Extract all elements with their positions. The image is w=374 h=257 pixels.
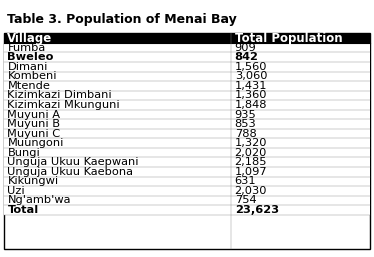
Text: 2,185: 2,185: [234, 157, 267, 167]
Bar: [4, 43, 370, 52]
Text: 754: 754: [234, 195, 256, 205]
Text: Dimani: Dimani: [7, 62, 48, 72]
Bar: [4, 177, 370, 186]
Text: Muyuni C: Muyuni C: [7, 128, 61, 139]
Bar: [4, 148, 370, 158]
Text: 788: 788: [234, 128, 257, 139]
Text: 1,848: 1,848: [234, 100, 267, 110]
Text: Total Population: Total Population: [234, 32, 342, 45]
Text: 631: 631: [234, 176, 256, 186]
Text: 23,623: 23,623: [234, 205, 279, 215]
Text: 842: 842: [234, 52, 258, 62]
Text: Kizimkazi Dimbani: Kizimkazi Dimbani: [7, 90, 112, 100]
Bar: [4, 167, 370, 177]
Bar: [4, 119, 370, 129]
Text: Kombeni: Kombeni: [7, 71, 57, 81]
Text: 2,030: 2,030: [234, 186, 267, 196]
Bar: [4, 33, 370, 43]
Text: Muungoni: Muungoni: [7, 138, 64, 148]
Text: Table 3. Population of Menai Bay: Table 3. Population of Menai Bay: [7, 13, 237, 26]
Bar: [4, 186, 370, 196]
Text: Unguja Ukuu Kaepwani: Unguja Ukuu Kaepwani: [7, 157, 139, 167]
Text: Total: Total: [7, 205, 39, 215]
Text: Uzi: Uzi: [7, 186, 25, 196]
Bar: [4, 100, 370, 110]
Bar: [4, 139, 370, 148]
Text: Ng'amb'wa: Ng'amb'wa: [7, 195, 71, 205]
Text: 853: 853: [234, 119, 257, 129]
Bar: [4, 110, 370, 119]
Text: 1,320: 1,320: [234, 138, 267, 148]
Bar: [4, 196, 370, 205]
Text: 3,060: 3,060: [234, 71, 267, 81]
Text: 909: 909: [234, 43, 257, 53]
Text: 1,431: 1,431: [234, 81, 267, 91]
Text: 2,020: 2,020: [234, 148, 267, 158]
Text: 1,360: 1,360: [234, 90, 267, 100]
Text: Bungi: Bungi: [7, 148, 40, 158]
Bar: [4, 158, 370, 167]
Text: Muyuni B: Muyuni B: [7, 119, 61, 129]
Bar: [4, 72, 370, 81]
Text: Unguja Ukuu Kaebona: Unguja Ukuu Kaebona: [7, 167, 134, 177]
Text: Bweleo: Bweleo: [7, 52, 54, 62]
Text: 1,097: 1,097: [234, 167, 267, 177]
Text: Muyuni A: Muyuni A: [7, 109, 61, 120]
Text: Village: Village: [7, 32, 53, 45]
Text: Mtende: Mtende: [7, 81, 50, 91]
Text: Kikungwi: Kikungwi: [7, 176, 58, 186]
Text: Kizimkazi Mkunguni: Kizimkazi Mkunguni: [7, 100, 120, 110]
Bar: [4, 81, 370, 91]
Text: 935: 935: [234, 109, 257, 120]
Text: Fumba: Fumba: [7, 43, 46, 53]
Bar: [4, 62, 370, 72]
Bar: [4, 52, 370, 62]
Bar: [4, 205, 370, 215]
Text: 1,560: 1,560: [234, 62, 267, 72]
Bar: [4, 129, 370, 139]
Bar: [4, 91, 370, 100]
